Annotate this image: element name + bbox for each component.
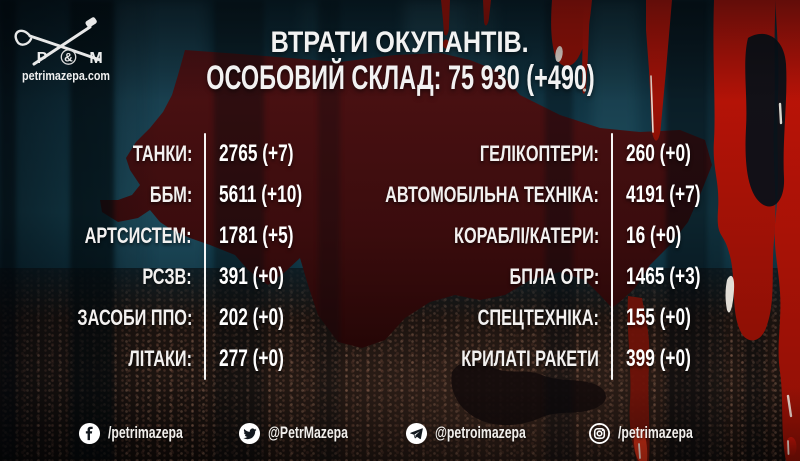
stats-column-right: ГЕЛІКОПТЕРИ: АВТОМОБІЛЬНА ТЕХНІКА: КОРАБ… [340,133,786,380]
divider-line-left [204,133,206,380]
facebook-handle: /petrimazepa [108,423,184,442]
stat-label: АВТОМОБІЛЬНА ТЕХНІКА: [385,181,599,207]
social-footer: /petrimazepa @PetrMazepa @petroimazepa [0,419,800,447]
facebook-link[interactable]: /petrimazepa [78,422,212,445]
sabre-handle-icon [14,29,33,46]
telegram-icon [406,422,428,444]
instagram-handle: /petrimazepa [617,423,693,442]
stat-label: ТАНКИ: [132,140,192,166]
stat-label: КРИЛАТІ РАКЕТИ [461,346,599,372]
telegram-handle: @petroimazepa [435,423,527,442]
stat-value: 2765 (+7) [219,139,294,167]
logo: P & M petrimazepa.com [14,17,110,83]
stat-value: 1781 (+5) [219,221,294,249]
stat-label: СПЕЦТЕХНІКА: [477,305,599,331]
stat-label: ББМ: [149,181,192,207]
page-title: ВТРАТИ ОКУПАНТІВ. [270,26,530,59]
stat-value: 1465 (+3) [626,263,701,291]
stat-value: 202 (+0) [219,304,284,332]
instagram-link[interactable]: /petrimazepa [588,422,722,445]
pen-head-icon [85,17,97,28]
stat-label: ЗАСОБИ ППО: [77,305,192,331]
facebook-icon [79,422,101,444]
logo-site-url: petrimazepa.com [22,68,110,83]
stat-label: ЛІТАКИ: [128,346,192,372]
header: ВТРАТИ ОКУПАНТІВ. ОСОБОВИЙ СКЛАД: 75 930… [0,27,800,98]
stat-label: ГЕЛІКОПТЕРИ: [479,140,599,166]
page-subtitle: ОСОБОВИЙ СКЛАД: 75 930 (+490) [205,59,595,97]
stat-label: АРТСИСТЕМ: [85,222,192,248]
stat-value: 5611 (+10) [219,180,303,208]
stat-value: 4191 (+7) [626,180,701,208]
logo-amp-circle [60,49,77,65]
logo-letter-m: M [89,50,102,67]
logo-ampersand: & [64,51,73,65]
stat-label: РСЗВ: [142,264,192,290]
stat-value: 155 (+0) [626,304,691,332]
stat-value: 260 (+0) [626,139,691,167]
telegram-link[interactable]: @petroimazepa [405,422,561,445]
stat-value: 16 (+0) [626,221,682,249]
stat-value: 277 (+0) [219,345,284,373]
instagram-icon [588,422,610,444]
divider-line-right [611,133,613,380]
stat-value: 391 (+0) [219,263,284,291]
twitter-icon [239,422,261,444]
twitter-handle: @PetrMazepa [268,423,349,442]
stat-value: 399 (+0) [626,345,691,373]
stats-column-left: ТАНКИ: ББМ: АРТСИСТЕМ: РСЗВ: ЗАСОБИ ППО:… [0,133,360,380]
stat-label: БПЛА ОТР: [509,264,599,290]
stat-label: КОРАБЛІ/КАТЕРИ: [453,222,599,248]
sabre-icon [28,34,102,62]
twitter-link[interactable]: @PetrMazepa [238,422,379,445]
logo-letter-p: P [37,50,48,67]
